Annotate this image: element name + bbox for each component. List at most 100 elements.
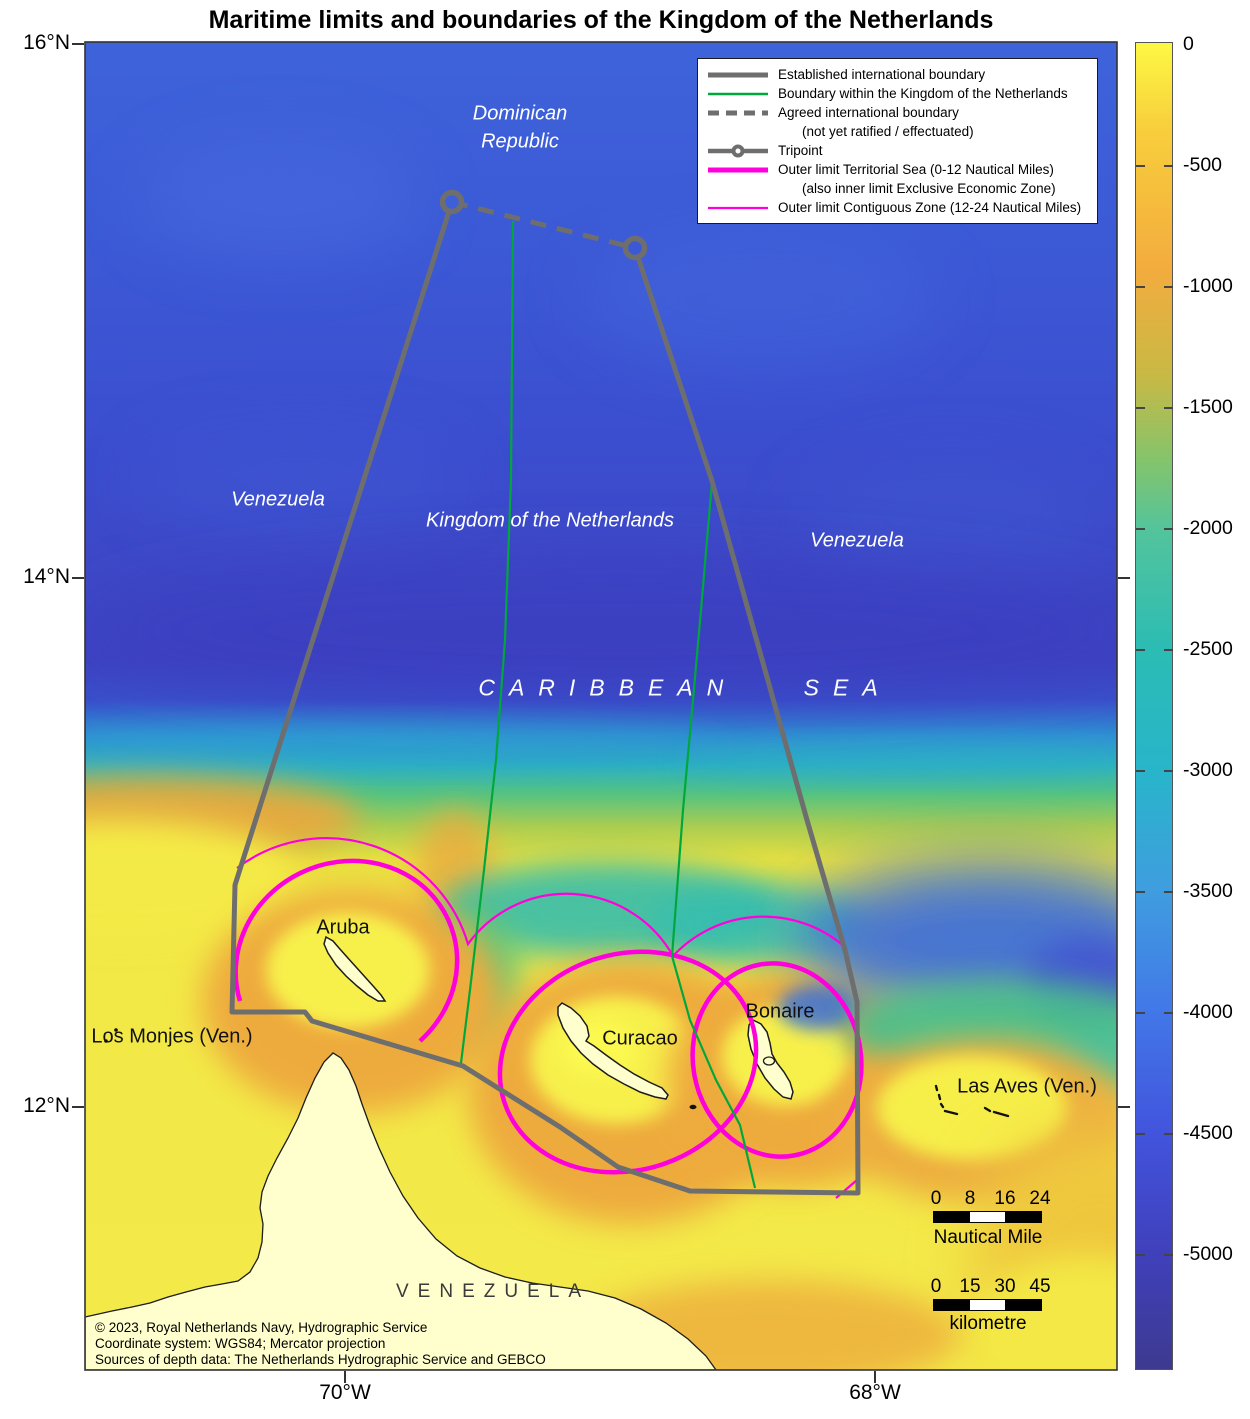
colorbar-tick <box>1136 1012 1145 1014</box>
label-curacao: Curacao <box>602 1027 678 1050</box>
established-international-boundary <box>229 201 861 1196</box>
colorbar-tick <box>1136 1133 1145 1135</box>
label-kingdom-of-the-netherlands: Kingdom of the Netherlands <box>426 509 674 532</box>
venezuela-mainland <box>85 1052 717 1370</box>
nm-scale-tick: 0 <box>930 1188 942 1209</box>
nm-scale-tick: 8 <box>964 1188 976 1209</box>
map-frame <box>84 41 1118 1371</box>
colorbar-tick <box>1136 770 1145 772</box>
label-caribbean-sea: CARIBBEAN SEA <box>478 674 892 701</box>
contiguous-zone-limit <box>236 837 846 958</box>
klein-curacao-islet <box>689 1104 697 1110</box>
legend-label: Agreed international boundary <box>778 105 959 120</box>
tripoint-symbol <box>439 189 465 215</box>
lat-label-14n: 14°N <box>23 565 70 588</box>
colorbar-tick-label: -3000 <box>1183 759 1233 781</box>
legend-row: Outer limit Territorial Sea (0-12 Nautic… <box>706 160 1089 179</box>
lat-label-16n: 16°N <box>23 31 70 54</box>
los-monjes-islet <box>104 1039 108 1043</box>
legend-label: Tripoint <box>778 143 823 158</box>
colorbar-tick <box>1136 891 1145 893</box>
colorbar-tick <box>1136 407 1145 409</box>
colorbar-tick <box>1136 1254 1145 1256</box>
nm-scale-tick: 16 <box>994 1188 1016 1209</box>
kingdom-boundary-line-icon <box>706 87 778 101</box>
los-monjes-islet <box>114 1028 118 1032</box>
contiguous-zone-line-icon <box>706 201 778 215</box>
credits-block: © 2023, Royal Netherlands Navy, Hydrogra… <box>95 1320 546 1368</box>
label-los-monjes: Los Monjes (Ven.) <box>91 1025 253 1048</box>
legend-row: (not yet ratified / effectuated) <box>706 122 1089 141</box>
legend-label: Established international boundary <box>778 67 986 82</box>
km-scale-unit: kilometre <box>949 1313 1027 1334</box>
aruba-island <box>323 935 387 1002</box>
label-las-aves: Las Aves (Ven.) <box>957 1075 1097 1098</box>
legend-row: Boundary within the Kingdom of the Nethe… <box>706 84 1089 103</box>
colorbar-tick <box>1164 165 1173 167</box>
lat-label-12n: 12°N <box>23 1094 70 1117</box>
legend-label: Boundary within the Kingdom of the Nethe… <box>778 86 1068 101</box>
colorbar-tick-label: -1500 <box>1183 396 1233 418</box>
colorbar-tick-label: -3500 <box>1183 880 1233 902</box>
colorbar-tick <box>1164 770 1173 772</box>
territorial-sea-line-icon <box>706 163 778 177</box>
curacao-island <box>557 1002 669 1100</box>
colorbar-tick <box>1164 407 1173 409</box>
agreed-boundary-dashed-line-icon <box>706 106 778 120</box>
colorbar-tick-label: -4000 <box>1183 1001 1233 1023</box>
colorbar-tick-label: -1000 <box>1183 275 1233 297</box>
legend-row: Agreed international boundary <box>706 103 1089 122</box>
legend-row: Established international boundary <box>706 65 1089 84</box>
km-scale-tick: 45 <box>1029 1276 1051 1297</box>
nautical-mile-scalebar <box>933 1211 1042 1223</box>
label-dominican-republic-line1: Dominican <box>472 102 568 125</box>
klein-bonaire-islet <box>762 1056 776 1066</box>
territorial-sea-limit-curacao <box>497 949 759 1175</box>
colorbar-tick <box>1164 286 1173 288</box>
colorbar-tick-label: -500 <box>1183 154 1223 176</box>
kilometre-scalebar <box>933 1299 1042 1311</box>
las-aves-islets <box>934 1084 1010 1118</box>
depth-colorbar <box>1135 42 1173 1370</box>
legend-label: Outer limit Territorial Sea (0-12 Nautic… <box>778 162 1054 177</box>
colorbar-tick <box>1136 649 1145 651</box>
km-scale-tick: 30 <box>994 1276 1016 1297</box>
colorbar-tick <box>1164 1254 1173 1256</box>
colorbar-tick <box>1164 891 1173 893</box>
axis-ticks <box>72 43 1130 1383</box>
established-boundary-line-icon <box>706 68 778 82</box>
lon-label-70w: 70°W <box>319 1381 371 1404</box>
legend-label: (not yet ratified / effectuated) <box>802 124 974 139</box>
agreed-international-boundary <box>451 199 636 251</box>
tripoint-marker-icon <box>706 143 778 159</box>
legend-row: Tripoint <box>706 141 1089 160</box>
credit-line: Coordinate system: WGS84; Mercator proje… <box>95 1336 386 1351</box>
colorbar-tick-label: 0 <box>1183 33 1194 55</box>
colorbar-tick <box>1164 528 1173 530</box>
kingdom-internal-boundary-east <box>670 481 757 1189</box>
page-title: Maritime limits and boundaries of the Ki… <box>208 6 994 34</box>
credit-line: © 2023, Royal Netherlands Navy, Hydrogra… <box>95 1320 428 1335</box>
colorbar-tick <box>1164 1012 1173 1014</box>
label-venezuela-east: Venezuela <box>810 529 904 552</box>
legend-row: Outer limit Contiguous Zone (12-24 Nauti… <box>706 198 1089 217</box>
colorbar-tick <box>1136 165 1145 167</box>
colorbar-tick-label: -2500 <box>1183 638 1233 660</box>
label-bonaire: Bonaire <box>745 1000 815 1023</box>
territorial-sea-limit-aruba <box>233 858 460 1043</box>
nm-scale-unit: Nautical Mile <box>933 1227 1043 1248</box>
legend-row: (also inner limit Exclusive Economic Zon… <box>706 179 1089 198</box>
nm-scale-tick: 24 <box>1029 1188 1051 1209</box>
colorbar-tick <box>1164 649 1173 651</box>
km-scale-tick: 0 <box>930 1276 942 1297</box>
colorbar-tick-label: -2000 <box>1183 517 1233 539</box>
label-aruba: Aruba <box>316 916 370 939</box>
label-venezuela-country: VENEZUELA <box>396 1281 590 1302</box>
label-dominican-republic-line2: Republic <box>481 130 559 153</box>
credit-line: Sources of depth data: The Netherlands H… <box>95 1352 546 1367</box>
label-venezuela-west: Venezuela <box>231 488 325 511</box>
colorbar-tick-label: -4500 <box>1183 1122 1233 1144</box>
colorbar-tick <box>1164 1133 1173 1135</box>
